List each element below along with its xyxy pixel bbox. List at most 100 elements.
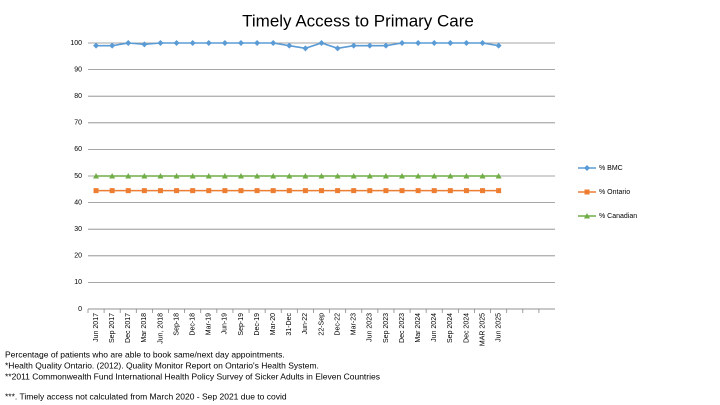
point [270, 173, 277, 179]
point [286, 42, 293, 49]
point [318, 40, 325, 46]
x-tick-label: Jun 2024 [431, 313, 438, 342]
y-tick-label: 70 [74, 120, 82, 127]
point [174, 188, 180, 194]
point [479, 40, 486, 46]
point [366, 173, 373, 179]
x-tick-label: Jun, 2018 [157, 313, 164, 344]
footnote: **2011 Commonwealth Fund International H… [5, 371, 380, 381]
point [495, 173, 502, 179]
x-tick-label: Dec-19 [254, 313, 261, 336]
x-tick-label: Mar-19 [206, 313, 213, 335]
point [302, 188, 308, 194]
x-tick-label: Jun-19 [222, 313, 229, 335]
x-tick-label: Mar 2018 [141, 313, 148, 343]
point [93, 188, 99, 194]
point [270, 40, 277, 46]
point [237, 40, 244, 46]
footnote: *Health Quality Ontario. (2012). Quality… [5, 360, 319, 370]
legend-marker [584, 189, 590, 195]
x-tick-label: Sep 2023 [383, 313, 390, 343]
x-tick-label: Dec 2017 [125, 313, 132, 343]
point [334, 45, 341, 52]
point [173, 40, 180, 46]
y-tick-label: 0 [78, 306, 82, 313]
point [351, 188, 357, 194]
x-tick-label: Dec-18 [190, 313, 197, 336]
point [366, 42, 373, 49]
x-tick-label: Sep-18 [173, 313, 180, 336]
point [141, 188, 147, 194]
x-tick-label: Jun 2023 [367, 313, 374, 342]
point [480, 188, 486, 194]
y-tick-label: 60 [74, 146, 82, 153]
x-tick-label: Mar-23 [351, 313, 358, 335]
x-tick-label: Sep 2017 [109, 313, 116, 343]
point [463, 40, 470, 46]
footnote: Percentage of patients who are able to b… [5, 349, 285, 359]
point [157, 188, 163, 194]
x-tick-label: MAR 2025 [479, 313, 486, 346]
point [399, 188, 405, 194]
point [157, 173, 164, 179]
y-tick-label: 90 [74, 66, 82, 73]
point [286, 173, 293, 179]
series-line [96, 42, 499, 50]
point [205, 173, 212, 179]
y-tick-label: 20 [74, 253, 82, 260]
x-tick-label: Jun 2017 [93, 313, 100, 342]
point [447, 173, 454, 179]
point [93, 173, 100, 179]
point [382, 42, 389, 49]
x-tick-label: Dec 2023 [399, 313, 406, 343]
point [382, 173, 389, 179]
point [350, 173, 357, 179]
point [431, 188, 437, 194]
point [463, 173, 470, 179]
point [93, 42, 100, 49]
legend-marker [584, 165, 590, 171]
point [238, 188, 244, 194]
point [463, 188, 469, 194]
point [350, 42, 357, 49]
x-tick-label: Mar 2024 [415, 313, 422, 343]
point [157, 40, 164, 46]
point [221, 40, 228, 46]
legend-label: % BMC [599, 165, 623, 172]
point [125, 173, 132, 179]
point [399, 173, 406, 179]
point [206, 188, 212, 194]
x-tick-label: Sep 2024 [447, 313, 454, 343]
point [335, 188, 341, 194]
point [399, 40, 406, 46]
y-tick-label: 30 [74, 226, 82, 233]
x-tick-label: Jun 2025 [495, 313, 502, 342]
point [141, 41, 148, 48]
point [479, 173, 486, 179]
point [237, 173, 244, 179]
point [141, 173, 148, 179]
point [125, 40, 132, 46]
x-tick-label: 22-Sep [318, 313, 325, 336]
x-tick-label: Dec 2024 [463, 313, 470, 343]
y-tick-label: 50 [74, 173, 82, 180]
point [190, 188, 196, 194]
point [431, 40, 438, 46]
point [318, 173, 325, 179]
x-tick-label: 31-Dec [286, 313, 293, 336]
y-tick-label: 10 [74, 279, 82, 286]
x-tick-label: Mar-20 [270, 313, 277, 335]
legend-label: % Canadian [599, 213, 637, 220]
point [415, 173, 422, 179]
point [270, 188, 276, 194]
point [302, 45, 309, 52]
point [125, 188, 131, 194]
y-tick-label: 80 [74, 93, 82, 100]
point [109, 42, 116, 49]
x-tick-label: Sep-19 [238, 313, 245, 336]
point [254, 173, 261, 179]
x-tick-label: Jun-22 [302, 313, 309, 335]
point [189, 173, 196, 179]
x-tick-label: Dec-22 [334, 313, 341, 336]
chart-title: Timely Access to Primary Care [242, 11, 474, 30]
